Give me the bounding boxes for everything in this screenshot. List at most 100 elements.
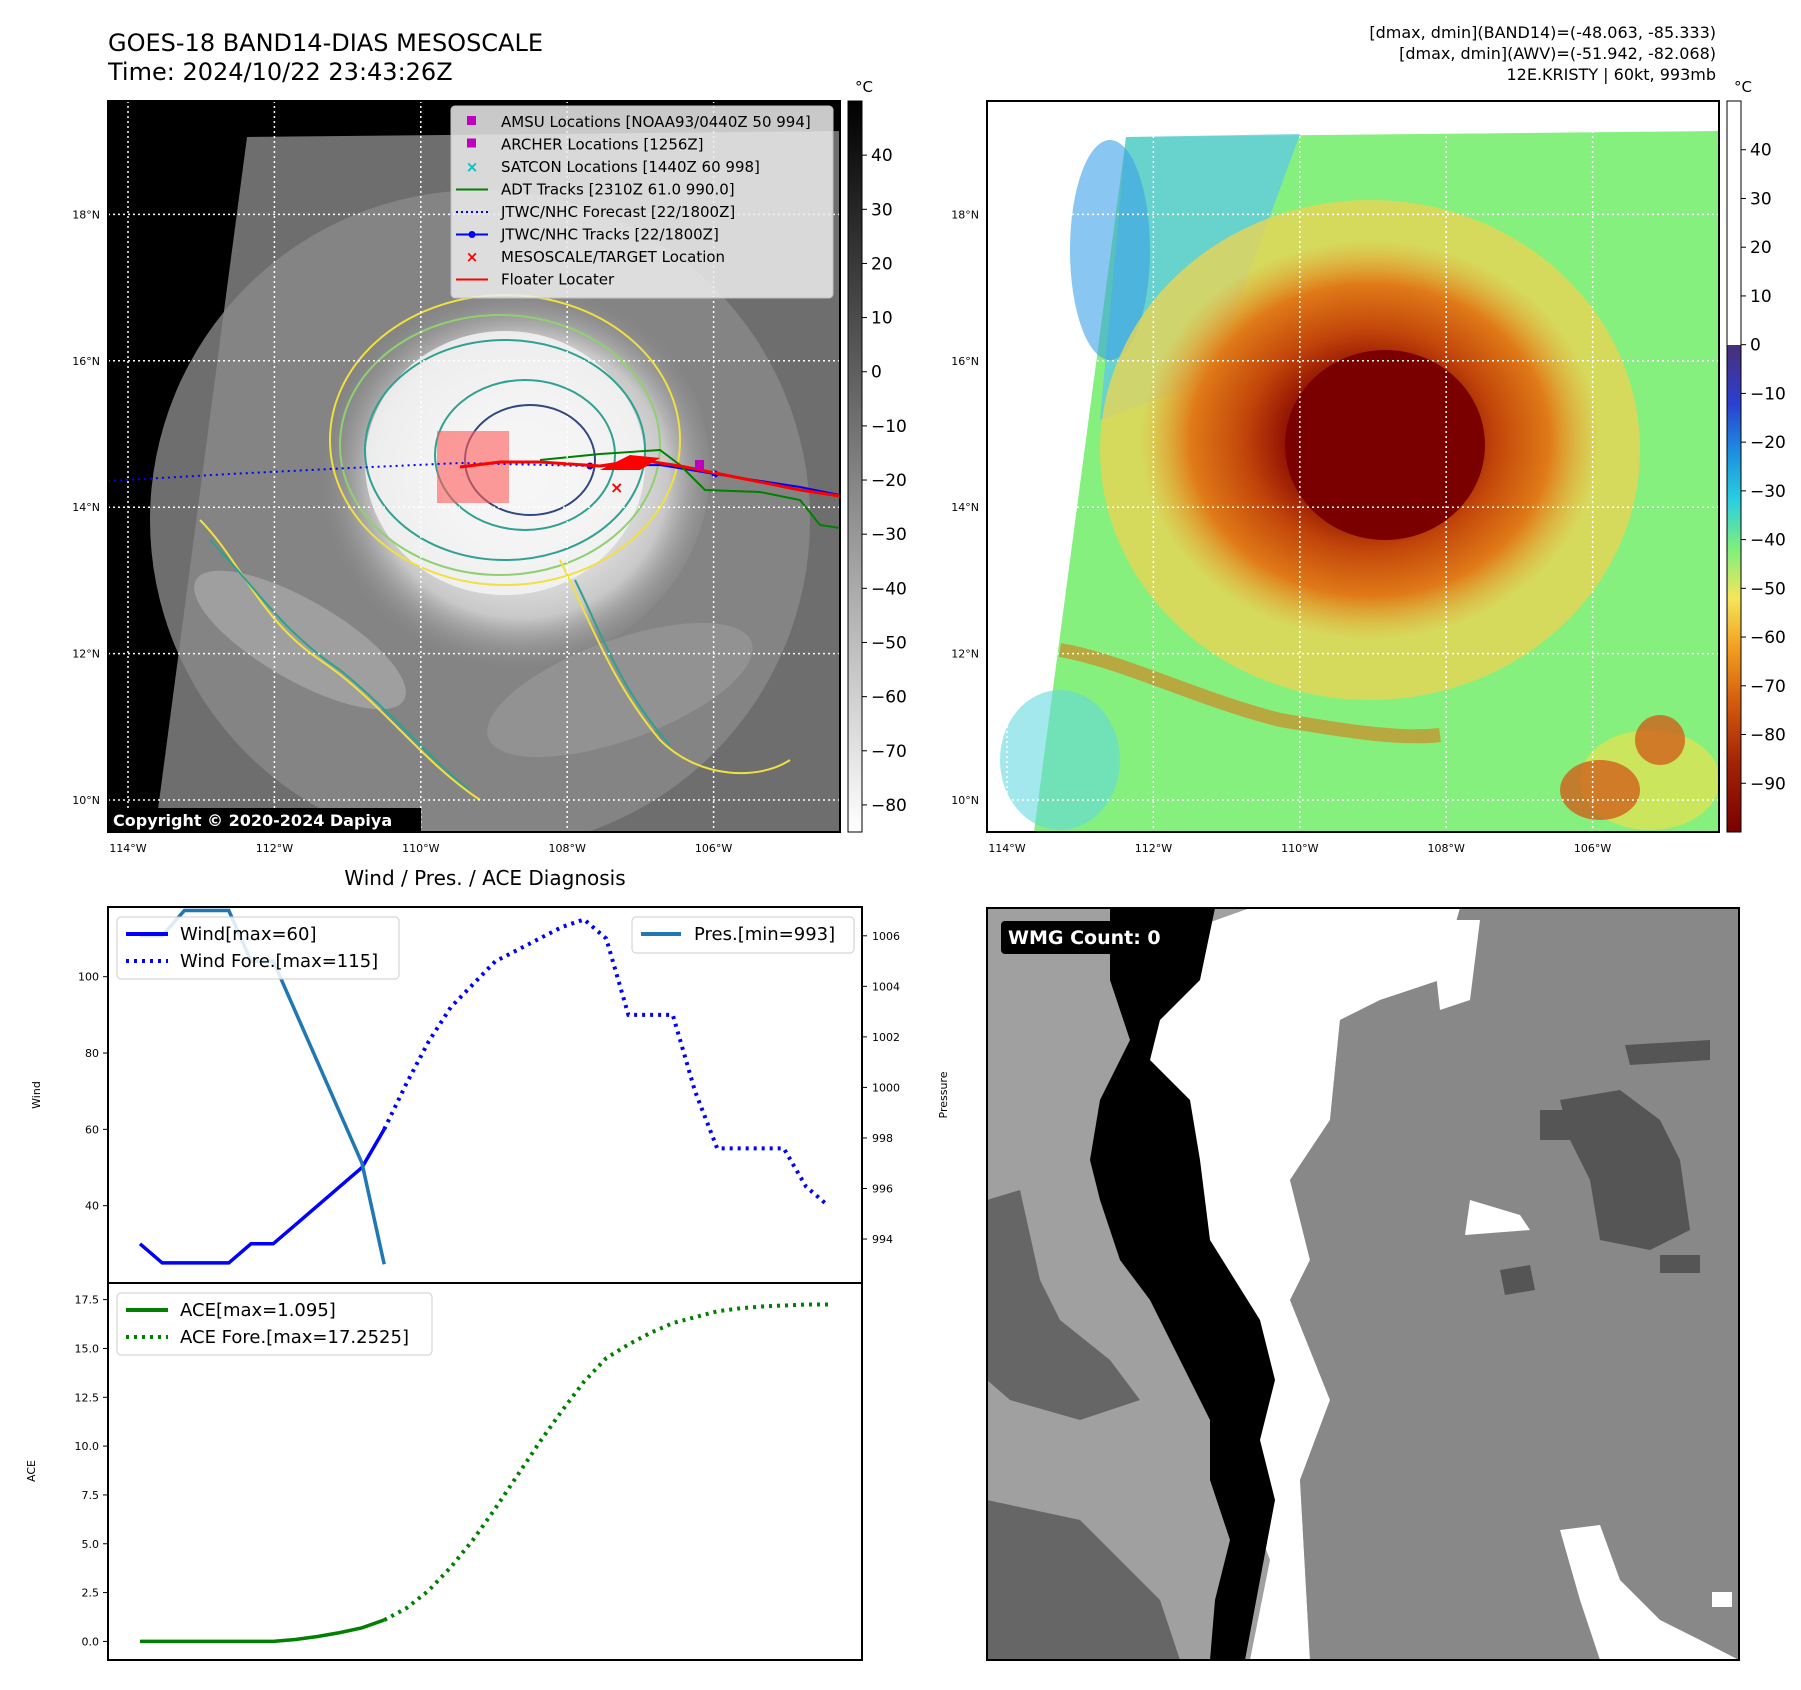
- wind-ylabel: Wind: [30, 1081, 43, 1109]
- colorbar-tick-label: −90: [1750, 774, 1786, 794]
- pressure-legend: [631, 916, 855, 954]
- legend-marker-x: ×: [466, 248, 479, 266]
- colorbar-color-unit: °C: [1734, 78, 1752, 96]
- pressure-ytick-label: 994: [872, 1233, 893, 1246]
- ace-forecast-line: [383, 1302, 829, 1622]
- wind-legend: [116, 916, 400, 980]
- map-legend: AMSU Locations [NOAA93/0440Z 50 994] ARCH…: [450, 105, 834, 299]
- legend-marker-square: [467, 138, 476, 148]
- legend-marker-x: ×: [466, 158, 479, 176]
- colorbar-tick-label: −80: [1750, 726, 1786, 746]
- color-lat-label: 10°N: [951, 794, 979, 807]
- ir-lon-label: 108°W: [549, 842, 586, 855]
- colorbar-tick-label: −80: [871, 796, 907, 816]
- contour-green: [339, 314, 661, 576]
- pressure-legend-label: Pres.[min=993]: [694, 924, 835, 945]
- ir-lat-label: 10°N: [72, 794, 100, 807]
- colorbar-tick-label: 20: [871, 254, 893, 274]
- colorbar-tick-label: −40: [1750, 531, 1786, 551]
- ace-ytick-label: 2.5: [82, 1587, 100, 1600]
- wind-pressure-chart: 40 60 80 100 994 996 998 1000 1002 1004 1006 Wind[m…: [30, 906, 950, 1284]
- legend-entry-label: ADT Tracks [2310Z 61.0 990.0]: [501, 181, 735, 199]
- colorbar-gray-unit: °C: [855, 78, 873, 96]
- wind-legend-label: Wind Fore.[max=115]: [180, 951, 378, 972]
- legend-marker-square: [467, 116, 476, 125]
- pressure-ytick-label: 1004: [872, 980, 900, 993]
- amsu-marker: [695, 460, 704, 469]
- color-lon-label: 108°W: [1428, 842, 1465, 855]
- legend-entry-label: SATCON Locations [1440Z 60 998]: [501, 158, 760, 176]
- ace-legend-label: ACE Fore.[max=17.2525]: [180, 1327, 409, 1348]
- info-line1: [dmax, dmin](BAND14)=(-48.063, -85.333): [1369, 23, 1716, 42]
- lon-labels: 114°W 112°W 110°W 108°W 106°W: [109, 842, 732, 855]
- ace-ylabel: ACE: [25, 1460, 38, 1482]
- floater-box: [437, 431, 509, 503]
- legend-entry-label: Floater Locater: [501, 271, 615, 289]
- ace-ytick-label: 0.0: [82, 1635, 100, 1648]
- colorbar-tick-label: −60: [1750, 628, 1786, 648]
- legend-marker-dot: [468, 231, 476, 238]
- ir-map-panel: × 18°N 16°N 14°N 12°N 10°N 114°W 112°W 110°W 10…: [72, 100, 841, 855]
- color-lat-label: 12°N: [951, 648, 979, 661]
- pressure-ytick-label: 1006: [872, 930, 900, 943]
- color-lon-label: 110°W: [1281, 842, 1318, 855]
- colorbar-tick-label: −50: [871, 633, 907, 653]
- legend-entry-label: AMSU Locations [NOAA93/0440Z 50 994]: [501, 113, 811, 131]
- ace-ytick-label: 7.5: [82, 1489, 100, 1502]
- colorbar-gray: °C 40 30 20 10 0 −10 −20 −30 −40 −50 −60 −70 −80: [847, 78, 907, 833]
- ir-lon-label: 114°W: [109, 842, 146, 855]
- colorbar-tick-label: 10: [871, 309, 893, 329]
- colorbar-tick-label: −40: [871, 579, 907, 599]
- colorbar-tick-label: 30: [871, 200, 893, 220]
- ir-lon-label: 106°W: [695, 842, 732, 855]
- wind-ytick-label: 40: [85, 1200, 99, 1213]
- colorbar-tick-label: 20: [1750, 238, 1772, 258]
- adt-track: [539, 448, 840, 529]
- color-map-panel: 18°N 16°N 14°N 12°N 10°N 114°W 112°W 110°W 108°…: [951, 100, 1720, 855]
- legend-entry-label: MESOSCALE/TARGET Location: [501, 248, 725, 266]
- colorbar-tick-label: −20: [871, 471, 907, 491]
- colorbar-tick-label: −10: [1750, 384, 1786, 404]
- colorbar-tick-label: −50: [1750, 579, 1786, 599]
- legend-entry-label: JTWC/NHC Tracks [22/1800Z]: [500, 226, 719, 244]
- colorbar-tick-label: −20: [1750, 433, 1786, 453]
- colorbar-tick-label: 40: [871, 146, 893, 166]
- wind-legend-label: Wind[max=60]: [180, 924, 317, 945]
- target-marker: ×: [610, 478, 623, 497]
- colorbar-tick-label: −30: [871, 525, 907, 545]
- wind-ytick-label: 60: [85, 1123, 99, 1136]
- wmg-white-band: [1130, 908, 1460, 1660]
- ace-ytick-label: 15.0: [75, 1342, 100, 1355]
- wmg-black-band: [1090, 908, 1275, 1660]
- colorbar-tick-label: −30: [1750, 482, 1786, 502]
- lat-labels: 18°N 16°N 14°N 12°N 10°N: [72, 208, 100, 807]
- colorbar-tick-label: 0: [871, 363, 882, 383]
- pressure-ylabel: Pressure: [937, 1071, 950, 1118]
- title-line2: Time: 2024/10/22 23:43:26Z: [107, 58, 453, 86]
- ace-legend-label: ACE[max=1.095]: [180, 1300, 336, 1321]
- color-lat-label: 14°N: [951, 501, 979, 514]
- color-lat-label: 18°N: [951, 208, 979, 221]
- ace-legend: [116, 1292, 433, 1356]
- ace-chart: 0.0 2.5 5.0 7.5 10.0 12.5 15.0 17.5 ACE[max=1.09…: [25, 1282, 863, 1661]
- colorbar-tick-label: −60: [871, 688, 907, 708]
- color-lon-label: 106°W: [1574, 842, 1611, 855]
- diagnosis-title: Wind / Pres. / ACE Diagnosis: [344, 866, 625, 890]
- color-lat-label: 16°N: [951, 355, 979, 368]
- colorbar-tick-label: −70: [871, 742, 907, 762]
- wmg-panel: WMG Count: 0: [986, 907, 1740, 1661]
- pressure-ytick-label: 996: [872, 1183, 893, 1196]
- colorbar-tick-label: −10: [871, 417, 907, 437]
- colorbar-tick-label: 40: [1750, 141, 1772, 161]
- info-line2: [dmax, dmin](AWV)=(-51.942, -82.068): [1399, 44, 1716, 63]
- pressure-ytick-label: 998: [872, 1132, 893, 1145]
- info-line3: 12E.KRISTY | 60kt, 993mb: [1507, 65, 1717, 84]
- colorbar-tick-label: 0: [1750, 336, 1761, 356]
- ir-lat-label: 18°N: [72, 208, 100, 221]
- copyright: Copyright © 2020-2024 Dapiya: [113, 811, 392, 830]
- wmg-count: WMG Count: 0: [1008, 927, 1161, 949]
- ace-ytick-label: 12.5: [75, 1391, 100, 1404]
- title-line1: GOES-18 BAND14-DIAS MESOSCALE: [108, 29, 543, 57]
- ir-lat-label: 12°N: [72, 648, 100, 661]
